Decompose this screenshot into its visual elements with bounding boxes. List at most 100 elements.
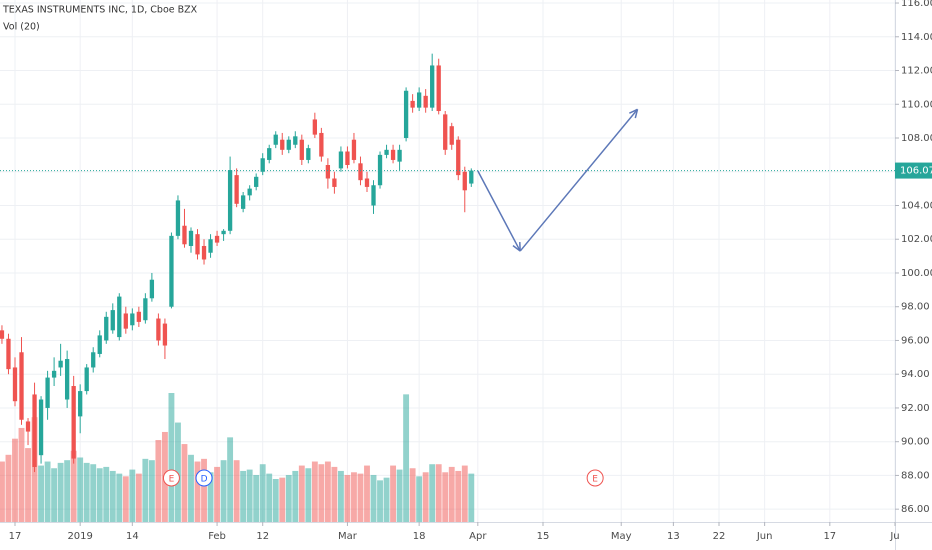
volume-bar	[83, 462, 90, 522]
candle-body	[156, 318, 161, 341]
candle-body	[6, 338, 11, 370]
candle-body	[64, 359, 70, 400]
candle-body	[351, 139, 357, 160]
x-tick-label: 13	[667, 531, 680, 542]
volume-bar	[70, 450, 77, 522]
volume-bar	[214, 466, 221, 522]
volume-bar	[44, 461, 51, 522]
y-tick-label: 112.00	[901, 66, 932, 77]
x-tick-label: Mar	[338, 531, 358, 542]
volume-bar	[429, 464, 436, 522]
candle-body	[110, 310, 115, 331]
volume-bar	[64, 460, 71, 522]
candle-body	[338, 151, 344, 169]
volume-bar	[207, 472, 214, 522]
candle-body	[280, 139, 285, 150]
event-label: E	[592, 475, 598, 485]
candle-body	[247, 188, 252, 196]
volume-bar	[246, 469, 253, 522]
y-tick-label: 100.00	[901, 268, 932, 279]
volume-bar	[181, 444, 188, 522]
x-tick-label: 14	[126, 531, 139, 542]
event-marker	[162, 469, 180, 487]
candle-body	[456, 139, 461, 176]
candle-body	[384, 149, 389, 155]
volume-bar	[279, 477, 286, 522]
y-tick-label: 108.00	[901, 133, 932, 144]
candle-body	[19, 352, 24, 420]
candle-body	[162, 323, 168, 346]
volume-bar	[455, 470, 462, 522]
volume-bar	[168, 393, 175, 522]
candle-body	[45, 377, 50, 408]
volume-bar	[57, 462, 64, 522]
volume-bar	[188, 454, 194, 522]
candle-body	[136, 311, 141, 322]
candle-body	[149, 279, 155, 299]
candle-body	[332, 178, 337, 187]
y-tick-label: 88.00	[901, 470, 930, 481]
event-label: E	[169, 475, 175, 485]
x-tick-label: 17	[823, 531, 836, 542]
candle-body	[462, 171, 467, 191]
volume-bar	[227, 437, 234, 522]
volume-title: Vol (20)	[3, 22, 40, 33]
volume-bar	[364, 465, 370, 522]
volume-bar	[311, 461, 318, 522]
volume-bar	[18, 427, 25, 522]
volume-bar	[468, 473, 475, 522]
y-tick-label: 94.00	[901, 369, 930, 380]
candle-body	[117, 296, 122, 338]
volume-bar	[233, 460, 240, 522]
volume-bar	[253, 474, 260, 522]
x-tick-label: 22	[713, 531, 726, 542]
candle-body	[416, 92, 422, 108]
candle-body	[130, 313, 135, 326]
event-marker	[195, 469, 213, 487]
price-pane	[0, 53, 895, 473]
volume-bar	[103, 466, 110, 522]
volume-bar	[442, 472, 449, 522]
candle-body	[51, 370, 57, 378]
candle-body	[123, 313, 128, 329]
volume-bar	[448, 466, 455, 522]
x-tick-label: Ju	[889, 531, 899, 542]
candle-body	[469, 170, 474, 184]
candle-body	[214, 235, 220, 243]
candle-body	[286, 139, 291, 150]
y-tick-label: 116.00	[901, 0, 932, 9]
event-label: D	[201, 475, 208, 485]
volume-bar	[318, 464, 325, 522]
candle-body	[208, 239, 213, 253]
candle-body	[299, 139, 304, 160]
volume-bar	[298, 465, 305, 522]
volume-bar	[12, 438, 18, 522]
volume-bar	[337, 470, 344, 522]
volume-bar	[155, 440, 162, 522]
arrow-head	[629, 108, 638, 114]
candle-body	[377, 154, 383, 186]
candle-body	[32, 394, 37, 467]
chart-title: TEXAS INSTRUMENTS INC, 1D, Cboe BZX	[2, 5, 198, 16]
candle-body	[410, 100, 415, 108]
candle-body	[234, 175, 239, 204]
x-tick-label: 18	[413, 531, 426, 542]
volume-bar	[38, 465, 45, 522]
x-tick-label: Jun	[756, 531, 773, 542]
candle-body	[221, 230, 226, 235]
volume-bar	[96, 468, 103, 522]
volume-bar	[201, 458, 207, 522]
candle-body	[273, 134, 278, 145]
candle-body	[260, 158, 265, 172]
y-tick-label: 114.00	[901, 32, 932, 43]
volume-bar	[370, 474, 377, 522]
candle-body	[443, 114, 448, 150]
candle-body	[71, 386, 76, 459]
volume-bar	[396, 469, 403, 522]
candle-body	[319, 132, 324, 157]
candle-body	[254, 176, 259, 187]
candle-body	[104, 316, 109, 341]
x-tick-label: May	[611, 531, 632, 542]
x-tick-label: Feb	[208, 531, 226, 542]
candle-body	[91, 352, 96, 368]
